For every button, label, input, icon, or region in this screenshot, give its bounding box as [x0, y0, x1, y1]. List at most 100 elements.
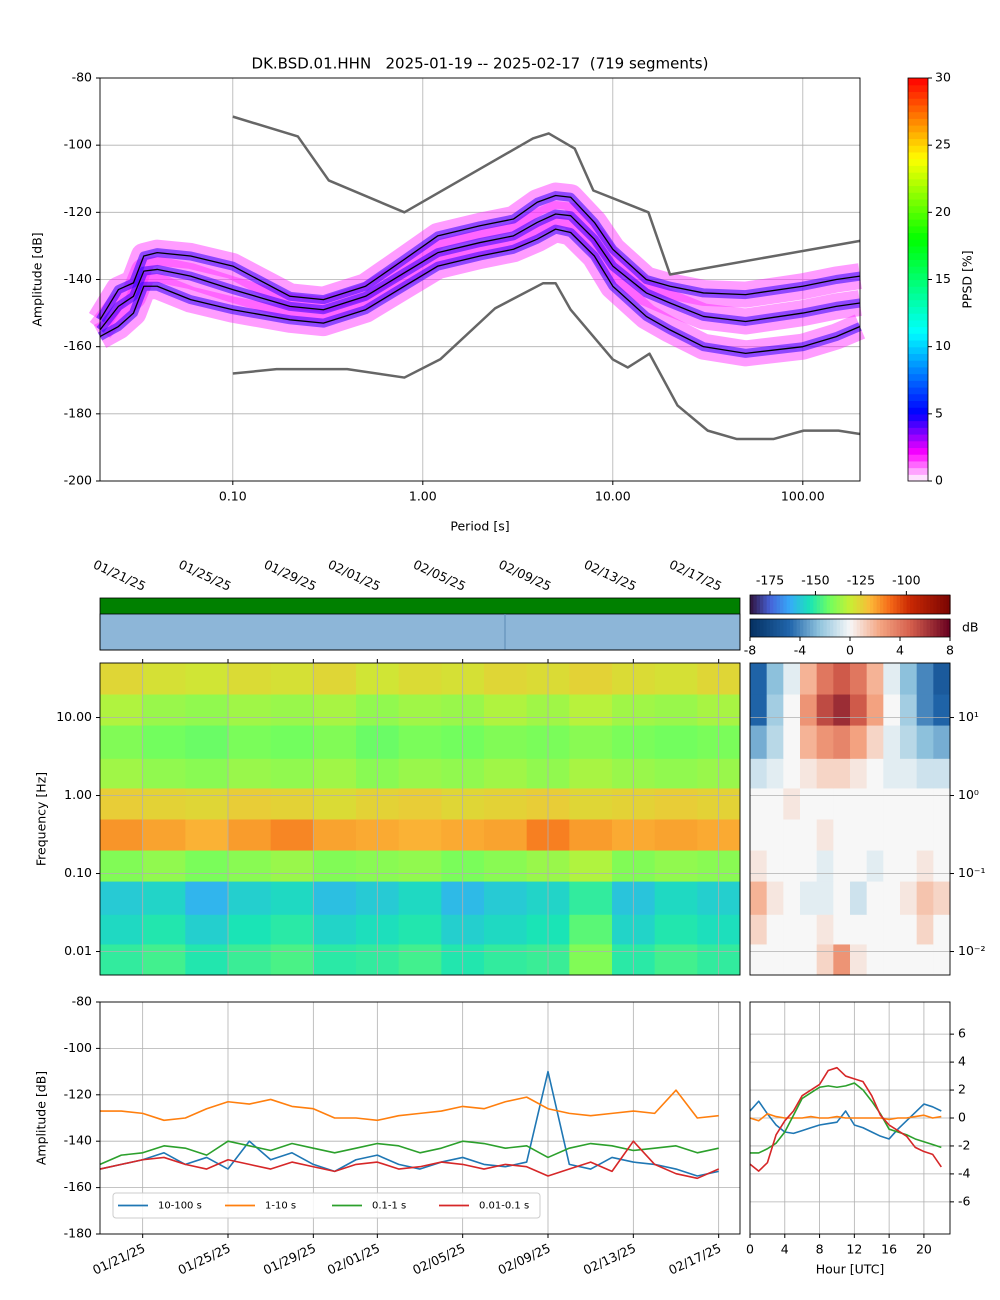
- heatmap-cell: [313, 914, 357, 945]
- heatmap-cell: [783, 881, 801, 915]
- plot-frame: [99, 1001, 741, 1235]
- colorbar-slice: [908, 104, 928, 113]
- legend-label: 0.1-1 s: [372, 1201, 406, 1212]
- heatmap-cell: [883, 725, 901, 759]
- heatmap-cell: [766, 787, 784, 820]
- colorbar-slice: [908, 165, 928, 173]
- heatmap-cell: [100, 663, 144, 695]
- heatmap-cell: [866, 819, 884, 851]
- heatmap-cell: [270, 914, 314, 945]
- heatmap-cell: [800, 787, 818, 820]
- heatmap-cell: [185, 914, 229, 945]
- heatmap-cell: [833, 881, 851, 915]
- colorbar-slice: [856, 595, 861, 614]
- heatmap-cell: [900, 881, 918, 915]
- heatmap-cell: [484, 914, 528, 945]
- heatmap-cell: [900, 850, 918, 882]
- heatmap-cell: [654, 850, 698, 882]
- colorbar-slice: [870, 619, 874, 637]
- x-tick-label: 10.00: [595, 489, 631, 504]
- colorbar-slice: [810, 619, 814, 637]
- heatmap-cell: [883, 819, 901, 851]
- colorbar-slice: [908, 225, 928, 234]
- heatmap-cell: [569, 850, 613, 882]
- colorbar-slice: [856, 619, 861, 637]
- colorbar-slice: [830, 595, 834, 614]
- heatmap-cell: [933, 943, 951, 976]
- y-tick-label: -160: [64, 1179, 92, 1194]
- colorbar-slice: [908, 386, 928, 395]
- y-tick-label: -100: [64, 137, 92, 152]
- colorbar-tick-label: 4: [896, 643, 904, 658]
- colorbar-slice: [886, 595, 891, 614]
- heatmap-cell: [833, 943, 851, 976]
- heatmap-cell: [766, 725, 784, 759]
- heatmap-cell: [100, 819, 144, 851]
- colorbar-slice: [846, 619, 851, 637]
- colorbar-slice: [936, 619, 941, 637]
- heatmap-cell: [484, 943, 528, 976]
- colorbar-slice: [908, 440, 928, 449]
- x-tick-label: 12: [846, 1242, 862, 1257]
- colorbar-slice: [753, 595, 758, 614]
- heatmap-cell: [228, 881, 272, 915]
- series-line: [749, 1066, 942, 1172]
- heatmap-cell: [398, 725, 442, 759]
- colorbar-slice: [908, 366, 928, 375]
- heatmap-cell: [783, 914, 801, 945]
- heatmap-cell: [833, 819, 851, 851]
- heatmap-cell: [142, 725, 186, 759]
- heatmap-cell: [100, 758, 144, 789]
- colorbar-slice: [908, 460, 928, 469]
- colorbar-slice: [940, 619, 944, 637]
- colorbar-slice: [908, 239, 928, 247]
- heatmap-cell: [750, 787, 768, 820]
- y-tick-label: -180: [64, 405, 92, 420]
- heatmap-cell: [142, 943, 186, 976]
- colorbar-slice: [908, 272, 928, 281]
- x-tick-label: 20: [916, 1242, 932, 1257]
- heatmap-cell: [933, 694, 951, 726]
- heatmap-cell: [569, 787, 613, 820]
- colorbar-slice: [766, 595, 771, 614]
- heatmap-cell: [270, 787, 314, 820]
- heatmap-cell: [783, 850, 801, 882]
- colorbar-slice: [826, 619, 831, 637]
- colorbar-slice: [908, 292, 928, 301]
- colorbar-tick-label: 0: [935, 473, 943, 488]
- colorbar-slice: [886, 619, 891, 637]
- colorbar-slice: [933, 619, 938, 637]
- heatmap-cell: [313, 663, 357, 695]
- colorbar-slice: [908, 306, 928, 314]
- heatmap-cell: [916, 758, 934, 789]
- colorbar-slice: [783, 619, 788, 637]
- heatmap-cell: [313, 758, 357, 789]
- heatmap-cell: [900, 819, 918, 851]
- y-tick-label: -160: [64, 338, 92, 353]
- data-availability-bar: [100, 598, 740, 614]
- y-tick-label: -180: [64, 1226, 92, 1241]
- colorbar-slice: [860, 595, 864, 614]
- heatmap-cell: [750, 914, 768, 945]
- heatmap-cell: [100, 850, 144, 882]
- heatmap-cell: [766, 819, 784, 851]
- colorbar-slice: [908, 400, 928, 408]
- heatmap-cell: [569, 758, 613, 789]
- heatmap-cell: [916, 725, 934, 759]
- legend-label: 0.01-0.1 s: [479, 1201, 529, 1212]
- heatmap-cell: [270, 819, 314, 851]
- heatmap-cell: [750, 943, 768, 976]
- colorbar-slice: [908, 138, 928, 146]
- heatmap-cell: [816, 881, 834, 915]
- heatmap-cell: [750, 725, 768, 759]
- colorbar-slice: [908, 467, 928, 475]
- colorbar-slice: [866, 619, 871, 637]
- heatmap-cell: [270, 725, 314, 759]
- colorbar-slice: [763, 619, 768, 637]
- heatmap-cell: [569, 694, 613, 726]
- heatmap-cell: [883, 881, 901, 915]
- colorbar-slice: [863, 595, 868, 614]
- colorbar-slice: [823, 595, 828, 614]
- colorbar-slice: [816, 595, 821, 614]
- heatmap-cell: [185, 881, 229, 915]
